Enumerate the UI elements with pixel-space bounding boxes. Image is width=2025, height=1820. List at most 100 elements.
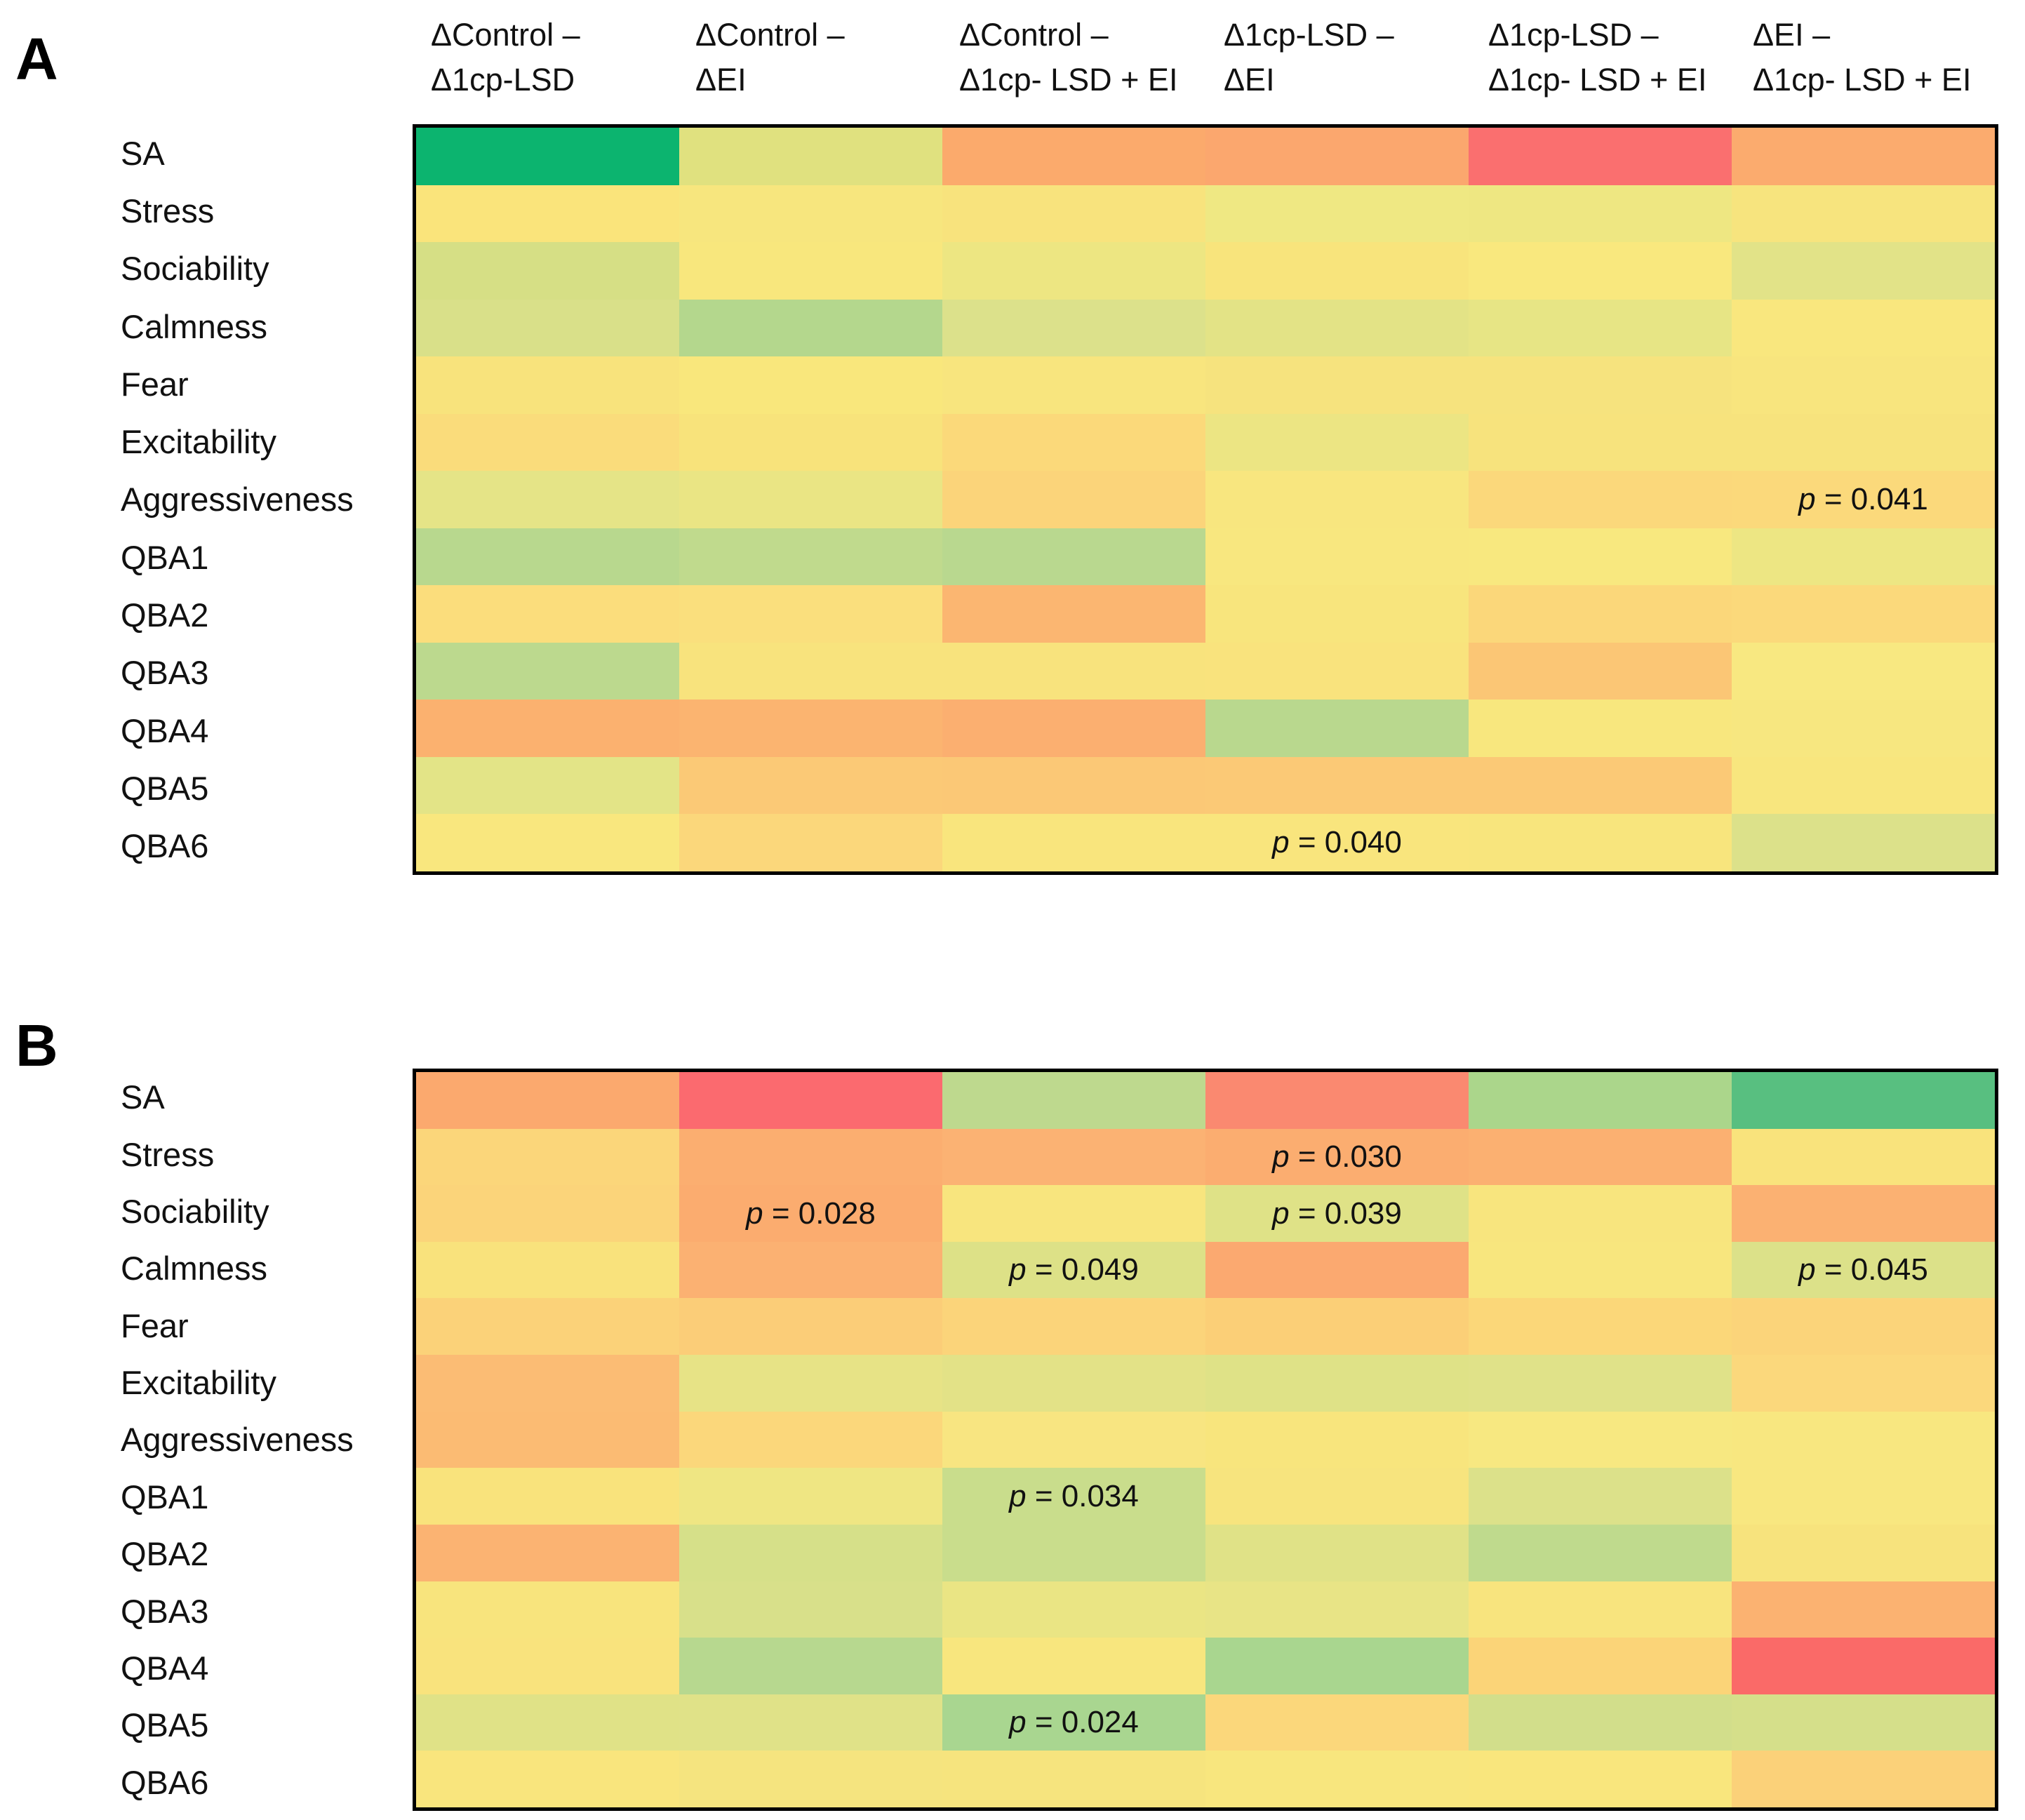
heatmap-cell — [416, 756, 679, 815]
row-label: QBA5 — [121, 1706, 209, 1744]
heatmap-cell — [1205, 1468, 1469, 1525]
heatmap-cell — [942, 1581, 1205, 1638]
heatmap-cell: p = 0.024 — [942, 1694, 1205, 1751]
heatmap-cell — [1469, 1468, 1732, 1525]
heatmap-cell — [679, 756, 942, 815]
heatmap-cell — [416, 585, 679, 643]
heatmap-cell — [1469, 585, 1732, 643]
column-header-line1: ΔControl – — [431, 17, 580, 53]
row-label: Aggressiveness — [121, 481, 354, 518]
heatmap-cell — [1205, 1298, 1469, 1356]
row-label: Sociability — [121, 1192, 269, 1230]
row-label: Fear — [121, 1306, 189, 1344]
heatmap-cell — [942, 585, 1205, 643]
row-label: QBA6 — [121, 827, 209, 865]
heatmap-cell — [1469, 1072, 1732, 1129]
heatmap-cell — [679, 1751, 942, 1807]
heatmap-cell — [942, 1072, 1205, 1129]
heatmap-cell — [1469, 299, 1732, 357]
heatmap-cell — [942, 700, 1205, 757]
heatmap-cell — [1469, 1355, 1732, 1412]
heatmap-cell — [416, 1241, 679, 1299]
column-header-line2: ΔEI — [695, 62, 747, 98]
heatmap-cell — [942, 1298, 1205, 1356]
heatmap-cell — [1732, 185, 1995, 243]
column-header: Δ1cp-LSD – Δ1cp- LSD + EI — [1488, 13, 1749, 102]
heatmap-cell — [679, 185, 942, 243]
p-value-annotation: p = 0.049 — [1009, 1252, 1139, 1287]
heatmap-cell: p = 0.040 — [1205, 814, 1469, 871]
heatmap-cell — [1732, 356, 1995, 414]
heatmap-cell — [1469, 1185, 1732, 1242]
heatmap-cell — [416, 185, 679, 243]
heatmap-cell — [1469, 1241, 1732, 1299]
row-label: Fear — [121, 365, 189, 403]
p-value-annotation: p = 0.028 — [746, 1196, 876, 1231]
heatmap-cell — [679, 1524, 942, 1581]
heatmap-cell — [679, 128, 942, 185]
heatmap-cell — [416, 1524, 679, 1581]
heatmap-cell — [1469, 700, 1732, 757]
heatmap-cell — [1205, 585, 1469, 643]
heatmap-cell — [679, 1128, 942, 1186]
column-header: Δ1cp-LSD – ΔEI — [1224, 13, 1485, 102]
heatmap-cell — [679, 413, 942, 471]
heatmap-cell — [416, 1638, 679, 1694]
row-label: QBA1 — [121, 1478, 209, 1515]
column-header-line2: Δ1cp- LSD + EI — [959, 62, 1178, 98]
heatmap-cell — [416, 1694, 679, 1751]
panel-a-label: A — [15, 26, 58, 92]
heatmap-cell — [1205, 528, 1469, 586]
heatmap-cell — [679, 528, 942, 586]
heatmap-cell: p = 0.028 — [679, 1185, 942, 1242]
heatmap-cell — [679, 242, 942, 300]
heatmap-cell — [942, 814, 1205, 871]
heatmap-cell — [1469, 128, 1732, 185]
heatmap-cell — [416, 471, 679, 528]
heatmap-cell — [679, 1241, 942, 1299]
row-label: Stress — [121, 192, 215, 229]
row-label: SA — [121, 1078, 165, 1116]
heatmap-cell — [942, 1524, 1205, 1581]
heatmap-cell — [1732, 1128, 1995, 1186]
row-label: QBA1 — [121, 538, 209, 576]
row-label: Calmness — [121, 1250, 267, 1287]
heatmap-cell: p = 0.045 — [1732, 1241, 1995, 1299]
heatmap-cell — [1205, 356, 1469, 414]
heatmap-cell — [942, 128, 1205, 185]
heatmap-cell — [416, 242, 679, 300]
heatmap-cell: p = 0.041 — [1732, 471, 1995, 528]
heatmap-cell — [1732, 1524, 1995, 1581]
heatmap-cell — [416, 128, 679, 185]
heatmap-cell — [679, 1411, 942, 1468]
heatmap-cell — [416, 1128, 679, 1186]
heatmap-cell — [942, 356, 1205, 414]
heatmap-cell — [942, 642, 1205, 700]
heatmap-cell — [1469, 1128, 1732, 1186]
heatmap-cell — [1469, 756, 1732, 815]
p-value-annotation: p = 0.040 — [1272, 825, 1402, 860]
row-label: Calmness — [121, 307, 267, 345]
heatmap-cell — [416, 1751, 679, 1807]
column-header-line1: ΔControl – — [959, 17, 1109, 53]
heatmap-cell — [1732, 700, 1995, 757]
heatmap-cell — [1205, 1241, 1469, 1299]
heatmap-cell — [1205, 756, 1469, 815]
row-label: Excitability — [121, 423, 277, 461]
heatmap-cell — [1469, 642, 1732, 700]
row-label: Sociability — [121, 250, 269, 288]
p-value-annotation: p = 0.030 — [1272, 1139, 1402, 1174]
heatmap-cell — [942, 242, 1205, 300]
heatmap-cell: p = 0.030 — [1205, 1128, 1469, 1186]
heatmap-cell — [1732, 1355, 1995, 1412]
heatmap-cell: p = 0.039 — [1205, 1185, 1469, 1242]
heatmap-cell — [942, 471, 1205, 528]
heatmap-cell — [679, 1355, 942, 1412]
row-label: QBA5 — [121, 770, 209, 808]
heatmap-cell — [1469, 1411, 1732, 1468]
row-label: Stress — [121, 1135, 215, 1173]
heatmap-cell — [416, 413, 679, 471]
heatmap-cell — [679, 700, 942, 757]
heatmap-cell — [1205, 1694, 1469, 1751]
heatmap-cell — [942, 413, 1205, 471]
